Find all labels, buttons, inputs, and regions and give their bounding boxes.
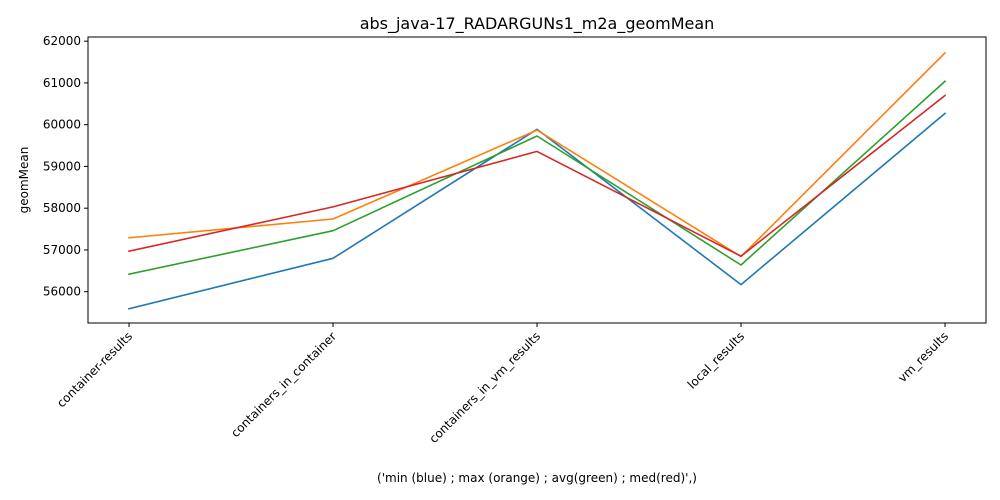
y-tick-label: 62000 — [43, 34, 81, 48]
y-tick-label: 61000 — [43, 76, 81, 90]
y-tick-label: 58000 — [43, 201, 81, 215]
plot-series — [128, 51, 947, 310]
y-tick-label: 56000 — [43, 285, 81, 299]
y-axis: 56000 57000 58000 59000 60000 61000 62000 — [43, 34, 88, 299]
series-line-1 — [128, 112, 947, 310]
y-tick-label: 60000 — [43, 118, 81, 132]
y-tick-label: 59000 — [43, 159, 81, 173]
series-line-4 — [128, 94, 947, 258]
series-line-3 — [128, 80, 947, 276]
series-line-2 — [128, 51, 947, 258]
chart-title: abs_java-17_RADARGUNs1_m2a_geomMean — [360, 14, 715, 34]
y-axis-label: geomMean — [17, 147, 31, 214]
x-axis-label: ('min (blue) ; max (orange) ; avg(green)… — [377, 471, 697, 485]
y-tick-label: 57000 — [43, 243, 81, 257]
